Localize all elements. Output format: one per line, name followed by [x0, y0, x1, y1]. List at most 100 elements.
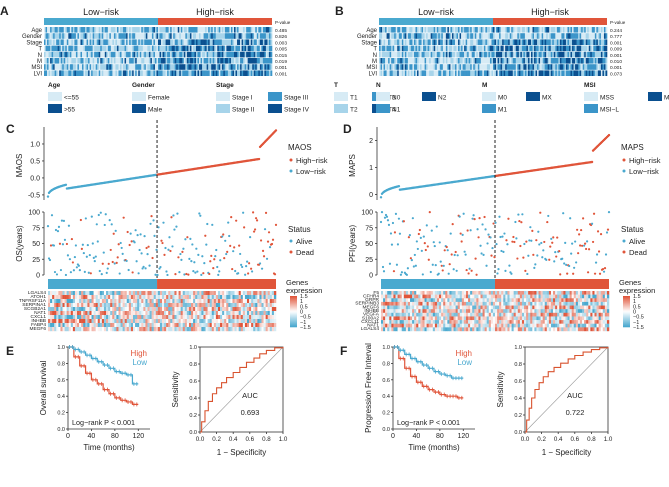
heat-cell: [153, 39, 156, 45]
survival-point: [250, 267, 253, 270]
heat-cell: [558, 27, 561, 33]
expr-cell: [149, 315, 152, 320]
heat-cell: [168, 51, 171, 58]
heat-cell: [63, 70, 66, 76]
heat-cell: [47, 70, 49, 76]
expr-cell: [106, 319, 109, 324]
expr-cell: [199, 299, 202, 304]
heat-cell: [491, 70, 494, 76]
heat-cell: [104, 64, 107, 70]
heat-cell: [555, 45, 558, 52]
heat-cell: [424, 51, 427, 58]
survival-point: [581, 244, 584, 247]
expr-cell: [114, 307, 117, 312]
survival-point: [182, 247, 185, 250]
expr-cell: [259, 311, 262, 316]
expr-cell: [468, 294, 471, 299]
colorbar-tick: 1: [300, 299, 303, 305]
expr-cell: [139, 327, 142, 332]
heat-cell: [104, 33, 107, 39]
heat-cell: [199, 45, 201, 52]
heat-cell: [573, 70, 576, 76]
legend-swatch: [132, 104, 146, 113]
expr-cell: [393, 291, 396, 295]
heat-cell: [144, 45, 147, 52]
heat-cell: [470, 45, 473, 52]
expr-cell: [215, 307, 219, 312]
heat-cell: [112, 58, 115, 64]
survival-point: [448, 263, 451, 266]
legend-swatch: [526, 92, 540, 101]
heat-cell: [188, 39, 191, 45]
heat-cell: [199, 70, 201, 76]
legend-swatch: [48, 92, 62, 101]
heat-cell: [496, 39, 498, 45]
expr-cell: [128, 299, 132, 304]
expr-cell: [224, 299, 227, 304]
heat-cell: [493, 64, 495, 70]
expr-cell: [62, 315, 65, 320]
heat-cell: [562, 58, 565, 64]
heat-cell: [167, 33, 169, 39]
heat-cell: [558, 51, 561, 58]
expr-cell: [130, 295, 134, 300]
heat-cell: [489, 27, 492, 33]
heat-cell: [570, 70, 573, 76]
expr-cell: [530, 298, 533, 303]
heat-cell: [183, 64, 186, 70]
expr-cell: [257, 307, 260, 312]
heat-cell: [451, 51, 454, 58]
expr-cell: [149, 319, 152, 324]
heat-cell: [98, 58, 101, 64]
heat-cell: [438, 64, 441, 70]
expr-cell: [507, 291, 510, 295]
expr-cell: [180, 295, 183, 300]
heat-cell: [558, 70, 561, 76]
heat-cell: [241, 51, 244, 58]
expr-cell: [209, 311, 212, 316]
heat-cell: [54, 39, 57, 45]
survival-point: [533, 266, 536, 270]
expr-cell: [99, 319, 103, 324]
heat-cell: [80, 64, 83, 70]
heat-cell: [556, 27, 559, 33]
expr-cell: [557, 291, 560, 295]
expr-cell: [197, 323, 200, 328]
heat-cell: [531, 33, 533, 39]
heat-cell: [500, 33, 503, 39]
expr-cell: [457, 294, 461, 299]
heat-cell: [407, 51, 410, 58]
expr-cell: [468, 291, 471, 295]
heat-cell: [553, 58, 556, 64]
heat-cell: [106, 39, 109, 45]
heat-cell: [220, 51, 223, 58]
expr-cell: [193, 315, 196, 320]
heat-cell: [238, 39, 241, 45]
heat-cell: [150, 58, 153, 64]
heat-cell: [398, 51, 401, 58]
heat-cell: [520, 51, 523, 58]
heat-cell: [527, 45, 530, 52]
pvalue: 0.001: [275, 71, 287, 77]
heat-cell: [165, 64, 168, 70]
heat-cell: [63, 39, 66, 45]
heat-cell: [270, 70, 273, 76]
heat-cell: [515, 33, 518, 39]
legend-dot-low: [289, 169, 293, 173]
heat-cell: [421, 39, 424, 45]
expr-cell: [232, 299, 235, 304]
expr-cell: [48, 315, 51, 320]
survival-point: [439, 260, 442, 263]
expr-cell: [509, 294, 512, 299]
survival-point: [597, 250, 601, 253]
expr-cell: [573, 291, 577, 295]
heat-cell: [553, 39, 556, 45]
heat-cell: [459, 27, 462, 33]
heat-cell: [482, 33, 485, 39]
heat-cell: [578, 64, 580, 70]
heat-cell: [118, 33, 121, 39]
heat-cell: [389, 70, 392, 76]
heat-cell: [91, 33, 93, 39]
expr-cell: [201, 311, 204, 316]
expr-cell: [159, 311, 163, 316]
